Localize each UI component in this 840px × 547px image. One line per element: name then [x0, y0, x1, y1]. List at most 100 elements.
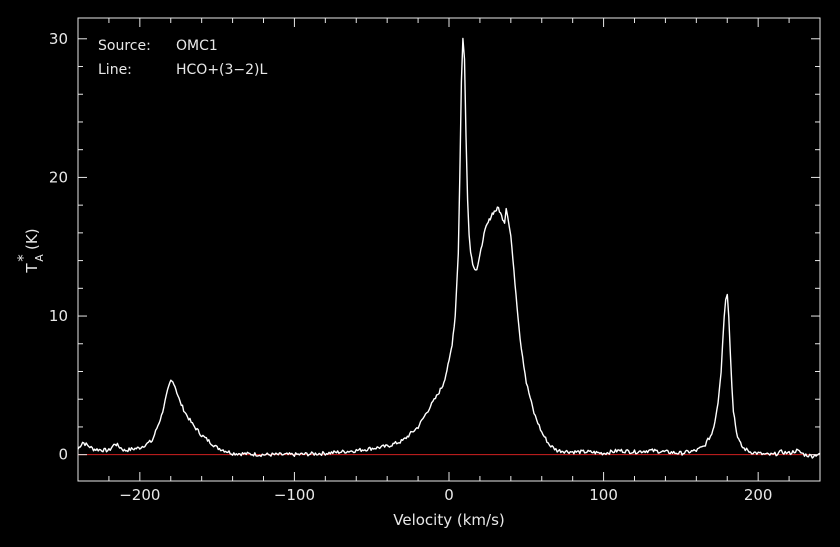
spectrum-point — [476, 268, 477, 269]
plot-frame — [77, 17, 821, 482]
spectrum-point — [462, 38, 463, 39]
spectrum-point — [356, 450, 357, 451]
spectrum-point — [572, 451, 573, 452]
spectrum-point — [603, 453, 604, 454]
y-tick-label: 30 — [49, 30, 68, 48]
spectrum-point — [618, 450, 619, 451]
spectrum-point — [442, 385, 443, 386]
y-axis-ticks: 0 10 20 30 — [49, 30, 820, 464]
x-tick-label: 100 — [589, 486, 618, 504]
spectrum-point — [455, 315, 456, 316]
spectrum-point — [781, 451, 782, 452]
spectrum-point — [680, 453, 681, 454]
spectrum-point — [459, 177, 460, 178]
spectrum-point — [504, 221, 505, 222]
spectrum-point — [526, 382, 527, 383]
spectrum-point — [467, 198, 468, 199]
spectrum-point — [167, 390, 168, 391]
spectrum-point — [77, 449, 78, 450]
line-annotation-label: Line: — [98, 62, 132, 78]
x-tick-label: −200 — [119, 486, 160, 504]
spectrum-point — [819, 453, 820, 454]
spectrum-point — [557, 450, 558, 451]
y-axis-label-base: T — [23, 263, 41, 274]
spectrum-point — [742, 447, 743, 448]
spectrum-point — [139, 447, 140, 448]
spectrum-point — [725, 297, 726, 298]
spectrum-point — [93, 449, 94, 450]
spectrum-point — [186, 414, 187, 415]
spectrum-point — [445, 374, 446, 375]
spectrum-point — [489, 220, 490, 221]
spectrum-point — [448, 361, 449, 362]
spectrum-line — [77, 37, 821, 459]
spectrum-point — [724, 315, 725, 316]
spectrum-point — [804, 454, 805, 455]
y-tick-label: 20 — [49, 168, 68, 186]
spectrum-point — [510, 235, 511, 236]
spectrum-point — [217, 447, 218, 448]
spectrum-point — [765, 454, 766, 455]
spectrum-point — [516, 304, 517, 305]
spectrum-point — [727, 295, 728, 296]
x-tick-label: 200 — [744, 486, 773, 504]
spectrum-point — [179, 401, 180, 402]
x-axis-label: Velocity (km/s) — [393, 511, 504, 529]
spectrum-point — [506, 207, 507, 208]
spectrum-point — [82, 442, 83, 443]
spectrum-point — [513, 271, 514, 272]
spectrum-point — [739, 442, 740, 443]
spectrum-point — [711, 433, 712, 434]
spectrum-point — [473, 267, 474, 268]
spectrum-point — [634, 451, 635, 452]
source-annotation-label: Source: — [98, 38, 151, 54]
spectrum-point — [714, 421, 715, 422]
spectrum-point — [788, 453, 789, 454]
spectrum-point — [461, 80, 462, 81]
spectrum-point — [173, 382, 174, 383]
spectrum-point — [509, 225, 510, 226]
spectrum-point — [417, 426, 418, 427]
series-layer — [77, 37, 821, 459]
y-axis-label-unit: (K) — [23, 228, 41, 250]
spectrum-point — [736, 432, 737, 433]
spectrum-point — [758, 453, 759, 454]
spectrum-point — [696, 450, 697, 451]
spectrum-point — [479, 256, 480, 257]
spectrum-point — [501, 216, 502, 217]
spectrum-point — [124, 450, 125, 451]
spectrum-point — [176, 392, 177, 393]
spectrum-point — [730, 350, 731, 351]
spectrum-point — [728, 315, 729, 316]
spectrum-point — [402, 440, 403, 441]
spectrum-point — [720, 371, 721, 372]
spectrum-point — [731, 385, 732, 386]
spectrum-point — [108, 450, 109, 451]
spectrum-point — [192, 424, 193, 425]
spectrum-point — [649, 450, 650, 451]
line-annotation-value: HCO+(3−2)L — [176, 62, 268, 78]
spectrum-point — [468, 232, 469, 233]
x-tick-label: 0 — [444, 486, 454, 504]
spectrum-point — [495, 210, 496, 211]
spectrum-point — [152, 440, 153, 441]
spectrum-point — [492, 213, 493, 214]
source-annotation-value: OMC1 — [176, 38, 218, 54]
spectrum-point — [733, 410, 734, 411]
spectrum-point — [549, 444, 550, 445]
y-tick-label: 0 — [58, 446, 68, 464]
y-axis-label: T A * (K) — [14, 228, 46, 273]
spectrum-point — [170, 381, 171, 382]
spectrum-point — [812, 455, 813, 456]
spectrum-point — [294, 454, 295, 455]
spectrum-point — [750, 451, 751, 452]
spectrum-point — [498, 207, 499, 208]
x-axis-ticks: −200 −100 0 100 200 — [77, 18, 821, 504]
spectrum-point — [796, 450, 797, 451]
spectrum-point — [465, 135, 466, 136]
spectrum-point — [464, 59, 465, 60]
spectrum-point — [263, 454, 264, 455]
spectrum-point — [161, 415, 162, 416]
spectrum-point — [665, 451, 666, 452]
spectrum-point — [722, 343, 723, 344]
